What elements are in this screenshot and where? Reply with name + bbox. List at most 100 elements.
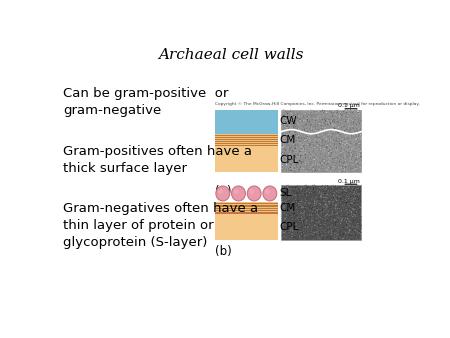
Point — [290, 200, 297, 206]
Point — [333, 136, 340, 141]
Point — [331, 189, 338, 195]
Point — [356, 150, 363, 156]
Point — [322, 213, 329, 218]
Point — [284, 208, 291, 214]
Point — [334, 120, 342, 125]
Text: (a): (a) — [215, 185, 231, 198]
Point — [314, 235, 321, 240]
Point — [288, 191, 296, 196]
Point — [348, 138, 356, 143]
Point — [301, 235, 308, 241]
Point — [348, 120, 355, 126]
Bar — [215, 214, 278, 240]
Point — [331, 235, 338, 240]
Ellipse shape — [232, 186, 245, 201]
Point — [304, 185, 311, 190]
Point — [302, 228, 309, 233]
Point — [311, 230, 318, 235]
Point — [337, 138, 344, 143]
Point — [298, 199, 305, 204]
Point — [289, 132, 296, 138]
Point — [295, 201, 302, 206]
Point — [347, 223, 354, 228]
Point — [288, 221, 295, 226]
Point — [283, 167, 290, 173]
Point — [284, 227, 291, 233]
Point — [287, 134, 294, 139]
Point — [356, 163, 364, 168]
Point — [326, 218, 333, 223]
Point — [348, 166, 355, 172]
Point — [298, 144, 306, 149]
Point — [338, 135, 346, 140]
Point — [320, 198, 327, 204]
Point — [332, 143, 339, 148]
Point — [331, 126, 338, 131]
Point — [284, 143, 291, 149]
Point — [289, 231, 297, 236]
Point — [342, 151, 349, 157]
Point — [294, 183, 302, 188]
Point — [288, 169, 295, 174]
Point — [327, 140, 334, 146]
Point — [279, 148, 287, 153]
Point — [297, 196, 304, 201]
Point — [299, 152, 306, 158]
Point — [281, 216, 288, 221]
Point — [341, 137, 348, 142]
Text: SL: SL — [279, 188, 292, 198]
Point — [301, 145, 308, 150]
Point — [303, 160, 310, 165]
Point — [313, 162, 320, 167]
Point — [325, 110, 333, 115]
Point — [324, 197, 331, 203]
Point — [287, 118, 294, 123]
Point — [315, 210, 322, 216]
Point — [293, 229, 301, 234]
Point — [322, 213, 329, 219]
Point — [280, 128, 287, 134]
Point — [320, 191, 327, 197]
Point — [298, 199, 305, 204]
Point — [329, 126, 336, 132]
Point — [290, 199, 297, 205]
Point — [295, 218, 302, 223]
Point — [304, 235, 311, 240]
Point — [293, 225, 301, 231]
Point — [313, 134, 320, 139]
Point — [328, 159, 335, 165]
Point — [306, 111, 313, 117]
Point — [347, 201, 354, 207]
Point — [327, 140, 334, 145]
Point — [337, 149, 344, 155]
Point — [333, 219, 340, 224]
Point — [280, 205, 288, 210]
Point — [291, 208, 298, 213]
Point — [289, 155, 297, 160]
Point — [307, 109, 315, 115]
Point — [288, 128, 295, 134]
Point — [294, 189, 301, 195]
Point — [306, 137, 314, 142]
Point — [282, 148, 289, 153]
Point — [357, 210, 364, 215]
Point — [345, 150, 352, 155]
Point — [334, 216, 341, 221]
Point — [295, 133, 302, 138]
Point — [336, 138, 343, 143]
Point — [292, 125, 299, 130]
Point — [350, 207, 357, 212]
Point — [325, 188, 332, 193]
Point — [346, 231, 354, 236]
Point — [347, 107, 354, 112]
Point — [325, 213, 333, 219]
Point — [278, 114, 285, 120]
Bar — [215, 203, 278, 204]
Point — [342, 153, 350, 158]
Point — [288, 129, 295, 135]
Point — [329, 112, 336, 117]
Point — [338, 233, 345, 238]
Point — [284, 197, 291, 202]
Point — [337, 215, 344, 221]
Point — [341, 217, 348, 223]
